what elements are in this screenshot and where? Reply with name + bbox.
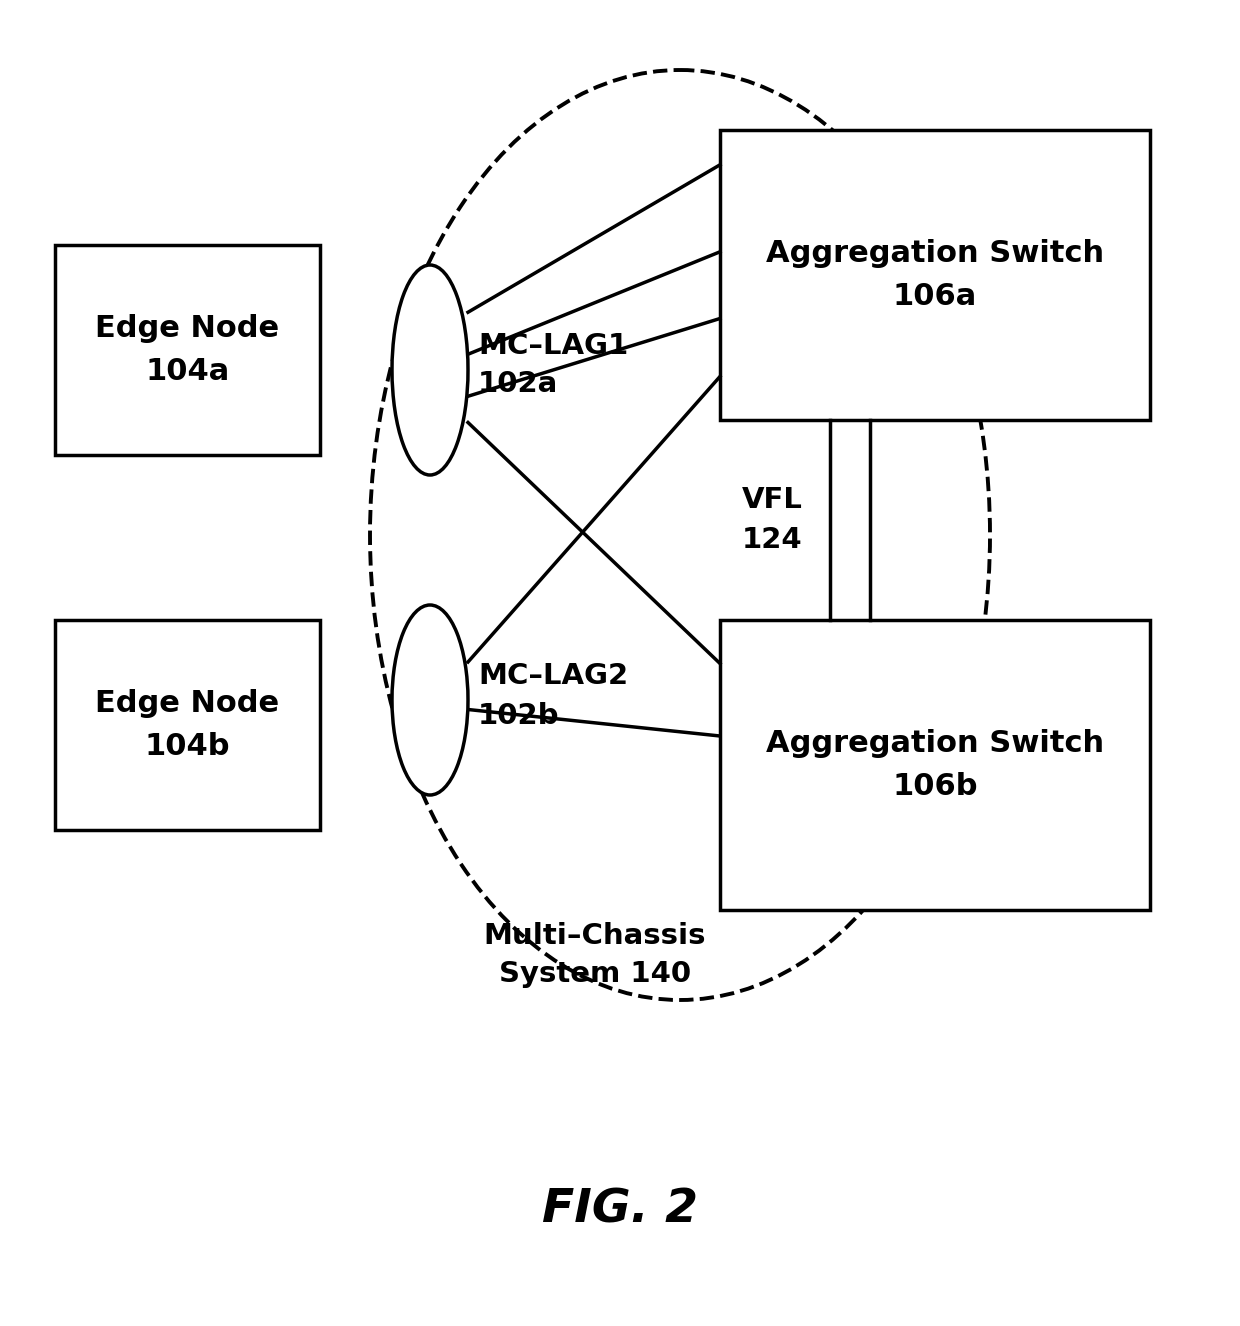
Text: FIG. 2: FIG. 2 <box>542 1188 698 1232</box>
Ellipse shape <box>392 605 467 796</box>
Text: Multi–Chassis
System 140: Multi–Chassis System 140 <box>484 922 707 988</box>
Text: Edge Node
104b: Edge Node 104b <box>95 690 279 761</box>
Bar <box>55 621 320 830</box>
Bar <box>720 130 1149 420</box>
Text: Aggregation Switch
106b: Aggregation Switch 106b <box>766 729 1104 801</box>
Text: MC–LAG2
102b: MC–LAG2 102b <box>477 663 629 729</box>
Text: VFL
124: VFL 124 <box>742 487 802 553</box>
Text: MC–LAG1
102a: MC–LAG1 102a <box>477 332 629 399</box>
Bar <box>720 621 1149 910</box>
Ellipse shape <box>392 265 467 475</box>
Text: Aggregation Switch
106a: Aggregation Switch 106a <box>766 239 1104 310</box>
Text: Edge Node
104a: Edge Node 104a <box>95 314 279 386</box>
Bar <box>55 245 320 455</box>
